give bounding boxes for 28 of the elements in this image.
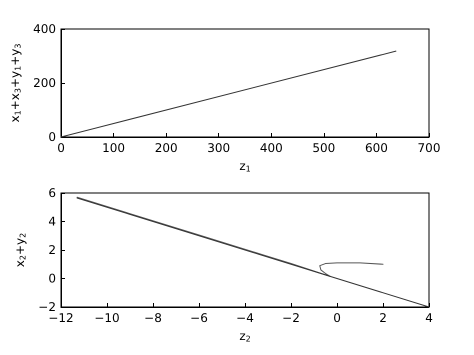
x-tick-label: 600 [364, 141, 388, 155]
y-tick-label: 400 [33, 22, 56, 36]
x-tick-label: −4 [236, 311, 254, 325]
x-tick-label: 2 [379, 311, 387, 325]
x-tick-label: −12 [48, 311, 74, 325]
y-tick-label: 0 [48, 272, 56, 286]
x-tick-label: 400 [260, 141, 283, 155]
line-series [76, 196, 384, 277]
x-tick-label: −8 [144, 311, 162, 325]
x-tick-label: 700 [418, 141, 440, 155]
y-tick-label: 6 [48, 186, 56, 200]
y-axis-title: x2+y2 [13, 232, 28, 268]
x-tick-label: 100 [102, 141, 126, 155]
x-tick-label: 4 [425, 311, 433, 325]
y-tick-label: 4 [48, 214, 56, 228]
x-tick-label: −10 [94, 311, 120, 325]
y-tick-label: 0 [48, 130, 56, 144]
y-tick-label: 200 [33, 76, 56, 90]
x-tick-label: 0 [333, 311, 341, 325]
y-tick-label: −2 [38, 300, 56, 314]
x-tick-label: −6 [190, 311, 208, 325]
x-tick-label: −2 [282, 311, 300, 325]
y-tick-label: 2 [48, 243, 56, 257]
x-tick-label: 500 [312, 141, 336, 155]
y-axis-title: x1+x3+y1+y3 [8, 44, 23, 122]
x-tick-label: 200 [154, 141, 178, 155]
x-tick-label: 300 [207, 141, 230, 155]
x-tick-label: 0 [57, 141, 65, 155]
